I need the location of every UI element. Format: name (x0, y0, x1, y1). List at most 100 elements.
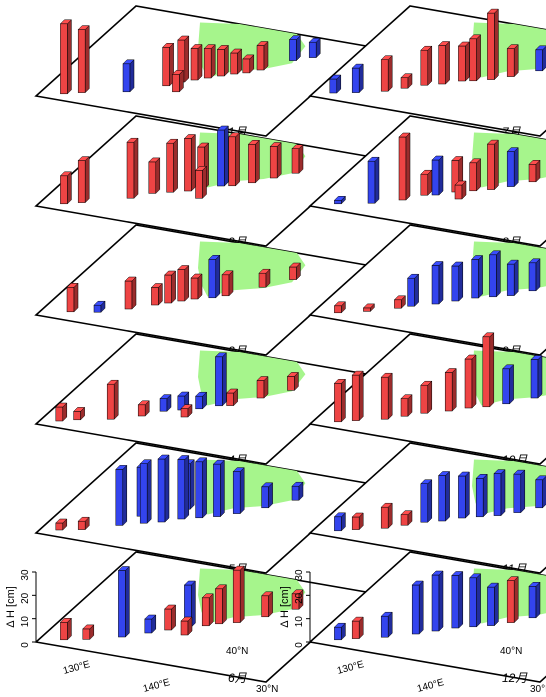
bar-mark (333, 378, 347, 423)
bar-mark (214, 352, 228, 407)
bar-mark (137, 400, 150, 417)
bar-mark (444, 367, 457, 412)
month-panel: 12月 (308, 551, 546, 685)
bar-mark (431, 260, 444, 305)
bar-mark (77, 24, 90, 94)
bar-mark (180, 616, 193, 636)
month-panel: 8月 (308, 115, 546, 249)
bar-mark (227, 132, 241, 187)
bar-mark (506, 43, 519, 78)
bar-mark (513, 469, 526, 514)
bar-mark (216, 44, 230, 77)
bar-mark (291, 589, 304, 610)
month-panel: 7月 (308, 5, 546, 139)
bar-mark (506, 146, 519, 188)
bar-mark (225, 388, 239, 407)
bar-mark (77, 516, 90, 531)
bar-mark (380, 502, 393, 529)
bar-mark (362, 303, 376, 313)
bar-mark (163, 604, 177, 631)
bar-mark (351, 616, 364, 640)
bar-mark (117, 565, 131, 638)
month-panel: 3月 (34, 224, 368, 358)
bar-mark (258, 268, 271, 288)
bar-mark (486, 8, 500, 81)
month-panel: 9月 (308, 224, 546, 358)
bar-mark (157, 454, 170, 523)
z-tick-label: 20 (20, 592, 31, 604)
bar-mark (380, 611, 393, 638)
bar-mark (66, 282, 79, 313)
bar-mark (528, 258, 541, 292)
y-tick-label: 30°N (256, 684, 278, 695)
bar-mark (194, 457, 208, 519)
bar-mark (437, 40, 451, 85)
bar-mark (454, 180, 467, 200)
bar-mark (351, 63, 364, 94)
bar-mark (400, 394, 413, 417)
bar-mark (247, 139, 261, 184)
bar-mark (400, 510, 413, 526)
z-axis: 0 10 20 30Δ H [cm] 130°E 140°E 30°N 40°N (279, 569, 546, 695)
bar-mark (93, 300, 106, 313)
bar-mark (351, 512, 364, 531)
bar-mark (72, 406, 86, 421)
bar-mark (486, 582, 500, 627)
bar-mark (286, 371, 300, 392)
bar-mark (333, 512, 347, 532)
bar-mark (530, 354, 543, 399)
bar-mark (528, 581, 541, 619)
bar-mark (159, 393, 172, 412)
bar-mark (333, 622, 347, 641)
z-tick-label: 30 (20, 569, 31, 581)
x-tick-label: 140°E (142, 677, 172, 695)
month-panel: 1月 (34, 5, 368, 139)
bar-mark (229, 48, 243, 75)
bar-mark (190, 273, 203, 300)
bar-mark (190, 43, 203, 81)
bar-mark (232, 466, 245, 515)
bar-mark (351, 370, 364, 422)
bar-mark (457, 471, 471, 519)
bar-mark (82, 624, 95, 641)
bar-mark (534, 475, 546, 509)
z-axis-title: Δ H [cm] (279, 586, 291, 628)
month-panel: 4月 (34, 333, 368, 467)
bar-mark (180, 403, 193, 418)
bar-mark (242, 54, 255, 74)
z-tick-label: 10 (20, 616, 31, 628)
bar-mark (144, 614, 157, 634)
bar-mark (398, 132, 411, 201)
month-panel: 2月 (34, 115, 368, 249)
bar-mark (534, 45, 546, 72)
bar-mark (115, 464, 128, 527)
bar-mark (194, 165, 208, 199)
bar-mark (393, 295, 407, 309)
bar-mark (420, 169, 433, 196)
bar-mark (177, 454, 190, 520)
bar-mark (493, 468, 506, 517)
z-tick-label: 10 (294, 616, 305, 628)
bar-mark (470, 254, 484, 299)
bar-mark (256, 40, 269, 71)
bar-mark (288, 34, 302, 62)
bar-mark (59, 171, 73, 205)
bar-mark (528, 159, 541, 183)
bar-mark (501, 364, 515, 405)
bar-mark (468, 34, 482, 82)
bar-mark (139, 459, 152, 524)
land-shape (472, 459, 546, 515)
bar-mark (420, 380, 433, 414)
bar-mark (201, 593, 214, 627)
month-label: 6月 (228, 671, 248, 685)
bar-mark (59, 19, 73, 95)
x-tick-label: 140°E (416, 677, 446, 695)
bar-mark (216, 125, 230, 187)
bar-mark (126, 137, 139, 199)
bar-mark (464, 354, 477, 409)
y-tick-label: 40°N (500, 646, 522, 657)
bar-mark (171, 69, 185, 93)
z-tick-label: 0 (294, 642, 305, 648)
